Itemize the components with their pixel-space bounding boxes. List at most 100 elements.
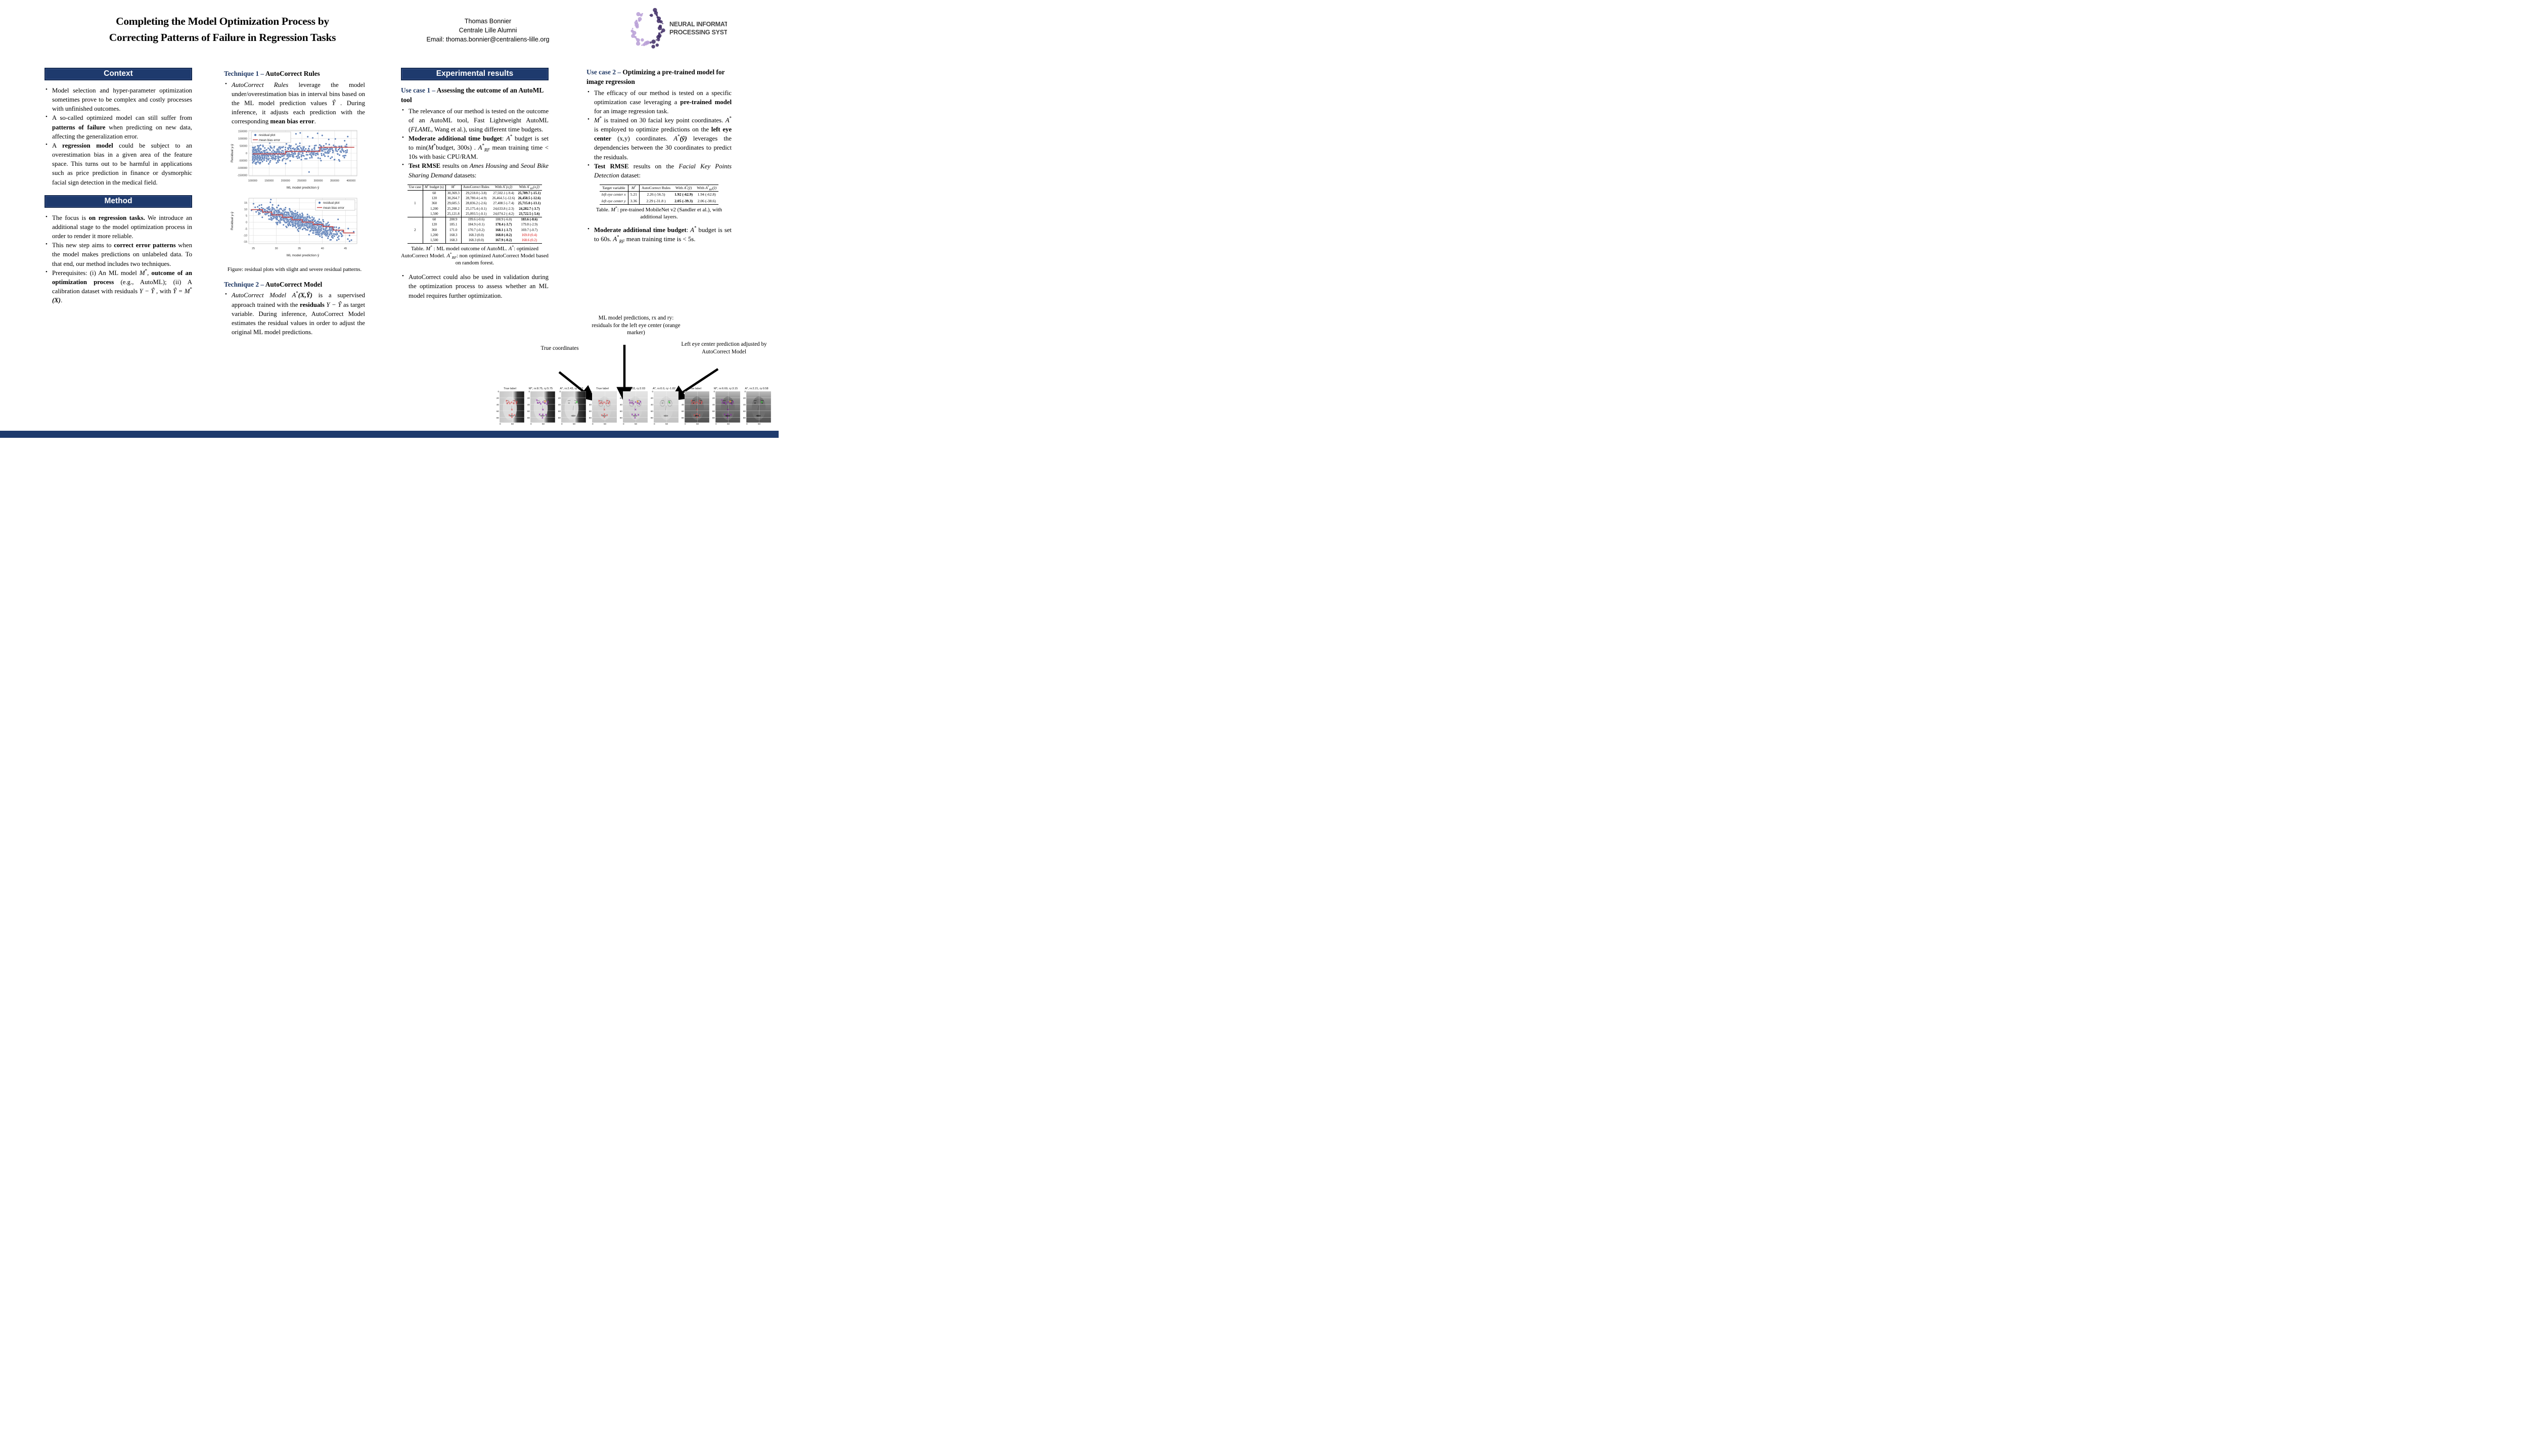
table-cell: left eye center x — [599, 191, 628, 198]
table-cell: 168.3 — [445, 238, 462, 244]
table-cell: 27,502.1 (-9.4) — [493, 191, 514, 195]
face-image — [592, 391, 617, 423]
face-image — [561, 391, 586, 423]
arrow-icon — [669, 368, 719, 401]
svg-text:-150000: -150000 — [237, 174, 247, 177]
table-cell: 167.9 (-0.2) — [495, 239, 512, 243]
arrow-icon — [558, 371, 596, 401]
svg-text:-10: -10 — [243, 234, 247, 237]
face-panel-title: True label — [504, 387, 516, 390]
table-row: 1,200 25,208.2 25,175.4 (-0.1) 24,633.8 (-2… — [408, 206, 543, 212]
face-panel-title: M*, rx:8.75, ry:5.75 — [528, 387, 553, 390]
svg-text:5: 5 — [246, 214, 247, 217]
table-cell: 169.0 (0.4) — [521, 234, 537, 238]
column-techniques: Technique 1 – AutoCorrect Rules • AutoCor… — [224, 69, 365, 337]
table-row: 120 185.1 184.9 (-0.1) 178.4 (-3.7) 179.8 (-… — [408, 222, 543, 228]
usecase1-bullets: • The relevance of our method is tested o… — [401, 107, 549, 180]
bullet-item: • Moderate additional time budget: A* bud… — [588, 225, 732, 244]
table-cell: 60 — [423, 190, 446, 196]
table-cell: 179.8 (-2.9) — [521, 223, 538, 227]
face-image — [500, 391, 524, 423]
svg-text:150000: 150000 — [238, 130, 247, 133]
table-cell: 1,200 — [423, 206, 446, 212]
table-header-cell: With A*(x,ŷ) — [490, 185, 517, 191]
svg-text:150000: 150000 — [264, 179, 274, 183]
table-header-cell: Target variable — [599, 185, 628, 192]
table-cell: 178.4 (-3.7) — [495, 223, 512, 227]
logo-text-line2: PROCESSING SYSTEMS — [669, 29, 727, 36]
legend-entry-residual-plot: residual plot — [323, 202, 340, 205]
table-cell: 2.29 (-31.8 ) — [646, 198, 666, 203]
technique1-heading: Technique 1 – AutoCorrect Rules — [224, 70, 320, 77]
table-row: 360 171.0 170.7 (-0.2) 168.1 (-1.7) 169.7 (-… — [408, 228, 543, 233]
table-header-cell: M* — [445, 185, 462, 191]
bullet-item: • AutoCorrect Rules leverage the model un… — [225, 80, 365, 125]
author-affiliation: Centrale Lille Alumni — [459, 26, 517, 34]
table-cell: 2 — [407, 216, 424, 244]
table-cell: 1,200 — [423, 233, 446, 238]
table-cell: 1 — [407, 190, 424, 217]
table-cell: 2.26 (-56.5) — [647, 192, 665, 197]
table-cell: 168.1 (-1.7) — [495, 228, 512, 232]
results-table-automl: Use case M* budget (s) M* AutoCorrect Rules… — [401, 184, 549, 244]
table-header-cell: With A*RF(x,ŷ) — [516, 185, 543, 191]
svg-text:350000: 350000 — [330, 179, 339, 183]
face-panels-strip: True label 0 20 40 60 80 0 50 M*, rx:8.75, ry:5.… — [495, 387, 771, 427]
table-header-cell: M* — [628, 185, 640, 192]
bullet-item: • Model selection and hyper-parameter opt… — [46, 86, 192, 113]
table-row: 2 60 200.9 199.6 (-0.6) 188.9 (-6.0) 183.6 (-… — [407, 216, 543, 244]
table-row: 120 30,264.7 28,780.4 (-4.9) 26,464.5 (-12.… — [408, 196, 543, 201]
table-cell: 2.05 (-39.3) — [674, 198, 693, 203]
face-panel: True label 0 20 40 60 80 0 50 — [588, 387, 617, 427]
table-cell: 168.0 (-0.2) — [495, 234, 512, 238]
title-line-2: Correcting Patterns of Failure in Regres… — [109, 31, 336, 44]
table-header-cell: AutoCorrect Rules — [461, 185, 491, 191]
face-panel-title: M*, rx:9.03, ry:2.03 — [621, 387, 646, 390]
table-cell: 1.94 (-62.8) — [697, 192, 716, 197]
svg-text:50000: 50000 — [240, 145, 247, 148]
table-cell: 29,218.0 (-3.8) — [466, 191, 487, 195]
table-cell: 60 — [423, 216, 446, 222]
table-cell: 168.3 (0.0) — [468, 234, 484, 238]
table-cell: 25,789.7 (-15.1) — [518, 191, 541, 195]
section-header-method: Method — [44, 195, 192, 208]
table-cell: 29,605.5 — [445, 201, 462, 207]
svg-text:40: 40 — [321, 247, 324, 250]
figure-caption: Figure: residual plots with slight and s… — [227, 266, 362, 272]
svg-text:400000: 400000 — [346, 179, 355, 183]
table-cell: 1,500 — [423, 238, 446, 244]
table-cell: 25,208.2 — [445, 206, 462, 212]
table-cell: 24,633.8 (-2.3) — [493, 207, 514, 211]
svg-text:-50000: -50000 — [239, 159, 247, 162]
face-image — [623, 391, 648, 423]
face-image — [530, 391, 555, 423]
table-row: 1,500 25,121.8 25,093.5 (-0.1) 24,074.2 (-4… — [408, 211, 543, 217]
face-image — [715, 391, 740, 423]
table-row: left eye center y 3.36 2.29 (-31.8 ) 2.05 (… — [599, 198, 718, 205]
context-bullets: • Model selection and hyper-parameter opt… — [44, 86, 192, 187]
svg-text:0: 0 — [246, 221, 247, 224]
table-cell: 360 — [423, 201, 446, 207]
usecase1-heading: Use case 1 – Assessing the outcome of an… — [401, 86, 544, 104]
table-cell: 23,722.5 (-5.6) — [519, 212, 540, 216]
face-panel-title: A*, rx:2.21, ry:0.58 — [745, 387, 769, 390]
table-cell: 185.1 — [445, 222, 462, 228]
table-cell: 1,500 — [423, 211, 446, 217]
svg-text:45: 45 — [344, 247, 347, 250]
results-table-facial: Target variable M* AutoCorrect Rules With A… — [586, 185, 732, 205]
svg-text:35: 35 — [298, 247, 301, 250]
face-panel-title: True label — [689, 387, 701, 390]
table-header-cell: With A*(ŷ) — [672, 185, 695, 192]
section-header-experimental-results: Experimental results — [401, 68, 549, 80]
usecase2-extra-bullet: • Moderate additional time budget: A* bud… — [586, 225, 732, 244]
table-header-cell: Use case — [407, 185, 424, 191]
bullet-item: • A so-called optimized model can still s… — [46, 114, 192, 140]
table-header-cell: M* budget (s) — [423, 185, 446, 191]
svg-text:200000: 200000 — [281, 179, 290, 183]
face-panel-title: True label — [596, 387, 609, 390]
table-cell: 120 — [423, 222, 446, 228]
table-cell: 1.92 (-62.9) — [674, 192, 693, 197]
legend-entry-residual-plot: residual plot — [259, 134, 276, 137]
logo-text-line1: NEURAL INFORMATION — [669, 21, 727, 28]
title-line-1: Completing the Model Optimization Proces… — [116, 15, 329, 27]
